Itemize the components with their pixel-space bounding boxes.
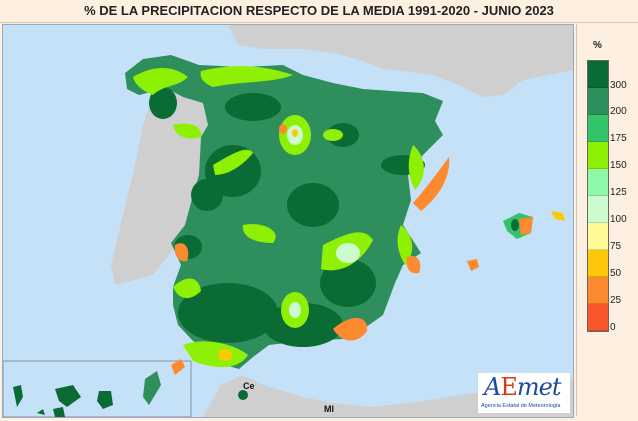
legend-tick: 100 [610, 214, 627, 225]
legend-swatch [588, 277, 608, 304]
legend-swatch [588, 223, 608, 250]
legend-swatch [588, 115, 608, 142]
legend-tick: 125 [610, 187, 627, 198]
ceuta-label: Ce [243, 381, 255, 391]
map-graphic [3, 25, 573, 417]
legend-swatch [588, 304, 608, 331]
legend-swatch [588, 142, 608, 169]
legend-tick: 0 [610, 322, 616, 333]
legend-tick: 75 [610, 241, 622, 252]
dry-zone-castellon [413, 157, 450, 211]
legend-tick: 25 [610, 295, 622, 306]
dry-zone-almeria [333, 317, 368, 341]
portugal-land [111, 89, 208, 285]
legend-swatch [588, 88, 608, 115]
legend-tick: 200 [610, 106, 627, 117]
legend-tick: 150 [610, 160, 627, 171]
legend-swatch [588, 250, 608, 277]
ceuta-marker [238, 390, 248, 400]
legend-tick: 50 [610, 268, 622, 279]
aemet-subtitle: Agencia Estatal de Meteorología [481, 403, 561, 409]
map-title: % DE LA PRECIPITACION RESPECTO DE LA MED… [0, 0, 638, 23]
precipitation-map: Ce Ml [2, 24, 574, 418]
legend-unit: % [593, 40, 602, 51]
france-land [228, 25, 573, 97]
aemet-logo: AEmet Agencia Estatal de Meteorología [478, 373, 570, 413]
canary-inset [3, 360, 192, 417]
menorca [551, 211, 565, 221]
melilla-label: Ml [324, 404, 334, 414]
legend-swatch [588, 196, 608, 223]
legend-color-scale [587, 60, 609, 332]
legend-panel: % 300 200 175 150 125 100 75 50 25 0 [576, 24, 638, 416]
legend-swatch [588, 61, 608, 88]
legend-tick: 175 [610, 133, 627, 144]
legend-swatch [588, 169, 608, 196]
aemet-wordmark: AEmet [484, 373, 561, 401]
legend-tick: 300 [610, 80, 627, 91]
ibiza [467, 259, 479, 271]
